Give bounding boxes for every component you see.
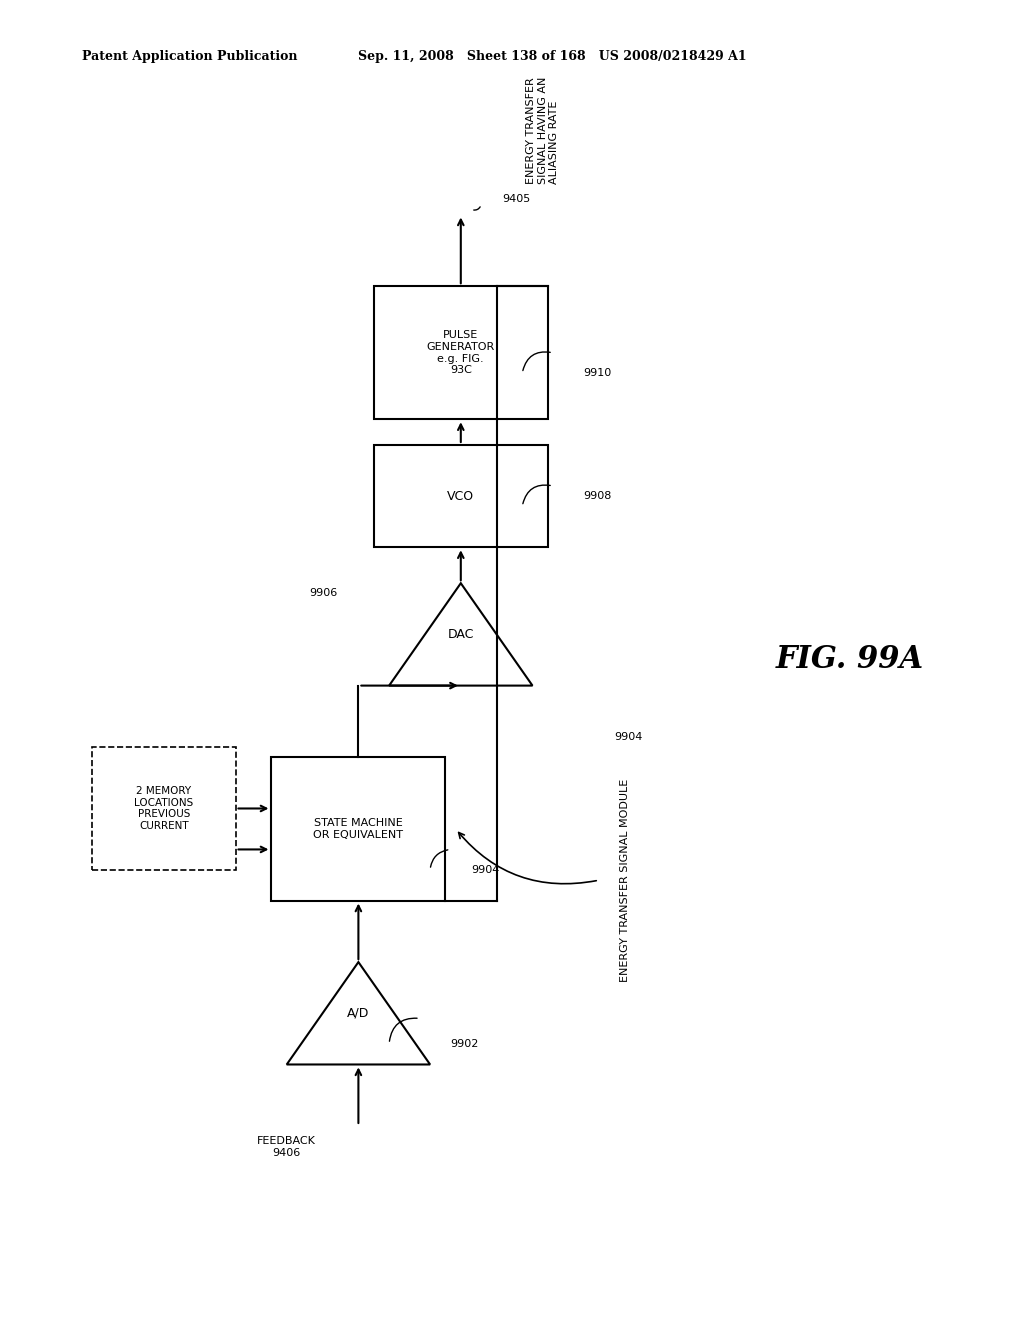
Text: ENERGY TRANSFER
SIGNAL HAVING AN
ALIASING RATE: ENERGY TRANSFER SIGNAL HAVING AN ALIASIN… — [526, 77, 559, 183]
FancyBboxPatch shape — [374, 445, 548, 548]
Text: 9902: 9902 — [451, 1039, 479, 1049]
Text: 9904: 9904 — [614, 731, 643, 742]
Text: FEEDBACK
9406: FEEDBACK 9406 — [257, 1137, 316, 1158]
Text: DAC: DAC — [447, 628, 474, 642]
Text: 9908: 9908 — [584, 491, 612, 502]
Text: A/D: A/D — [347, 1007, 370, 1020]
Text: 9904: 9904 — [471, 865, 500, 875]
FancyBboxPatch shape — [374, 286, 548, 420]
Text: ENERGY TRANSFER SIGNAL MODULE: ENERGY TRANSFER SIGNAL MODULE — [620, 779, 630, 982]
Text: 9405: 9405 — [502, 194, 530, 205]
Text: Patent Application Publication: Patent Application Publication — [82, 50, 297, 63]
FancyBboxPatch shape — [271, 758, 445, 900]
Text: FIG. 99A: FIG. 99A — [776, 644, 924, 676]
Text: 9906: 9906 — [309, 589, 338, 598]
Text: 2 MEMORY
LOCATIONS
PREVIOUS
CURRENT: 2 MEMORY LOCATIONS PREVIOUS CURRENT — [134, 787, 194, 830]
Text: PULSE
GENERATOR
e.g. FIG.
93C: PULSE GENERATOR e.g. FIG. 93C — [427, 330, 495, 375]
Text: VCO: VCO — [447, 490, 474, 503]
Text: STATE MACHINE
OR EQUIVALENT: STATE MACHINE OR EQUIVALENT — [313, 818, 403, 840]
FancyBboxPatch shape — [92, 747, 236, 870]
Text: Sep. 11, 2008   Sheet 138 of 168   US 2008/0218429 A1: Sep. 11, 2008 Sheet 138 of 168 US 2008/0… — [358, 50, 748, 63]
Text: 9910: 9910 — [584, 368, 612, 379]
